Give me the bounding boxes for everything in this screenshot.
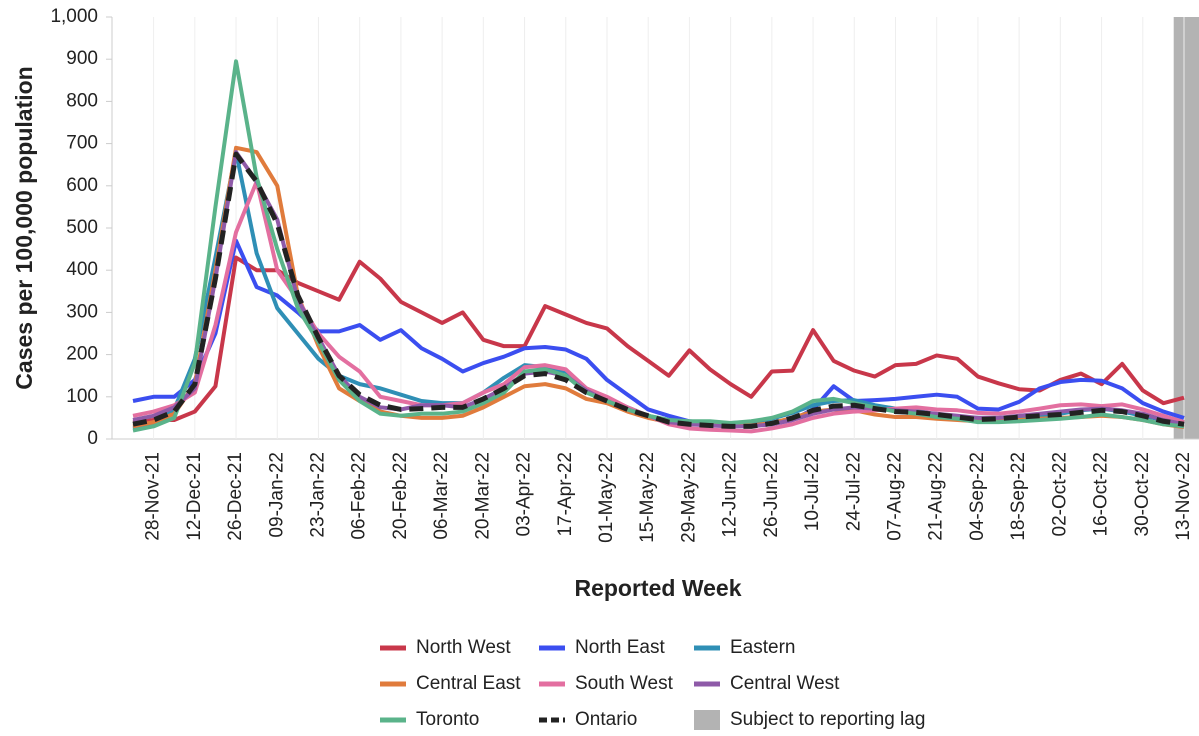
x-tick-label: 12-Dec-21 xyxy=(184,452,205,541)
x-tick-label: 24-Jul-22 xyxy=(843,452,864,531)
x-tick-label: 13-Nov-22 xyxy=(1173,452,1194,541)
x-tick-label: 20-Feb-22 xyxy=(390,452,411,540)
x-tick-label: 16-Oct-22 xyxy=(1091,452,1112,536)
reporting-lag-band xyxy=(1173,17,1199,439)
y-tick-label: 800 xyxy=(66,90,98,111)
x-tick-label: 09-Jan-22 xyxy=(266,452,287,538)
y-tick-label: 0 xyxy=(87,428,98,449)
x-tick-label: 03-Apr-22 xyxy=(514,452,535,537)
x-tick-label: 10-Jul-22 xyxy=(802,452,823,531)
y-axis-title: Cases per 100,000 population xyxy=(11,66,37,389)
legend-label: Eastern xyxy=(730,637,795,658)
y-tick-label: 500 xyxy=(66,217,98,238)
x-tick-label: 30-Oct-22 xyxy=(1132,452,1153,536)
y-tick-label: 900 xyxy=(66,48,98,69)
x-tick-label: 06-Mar-22 xyxy=(431,452,452,540)
series-line xyxy=(132,59,1185,433)
y-tick-label: 300 xyxy=(66,301,98,322)
y-tick-label: 100 xyxy=(66,386,98,407)
x-tick-label: 23-Jan-22 xyxy=(307,452,328,538)
y-tick-label: 200 xyxy=(66,344,98,365)
y-tick-label: 600 xyxy=(66,175,98,196)
y-tick-label: 400 xyxy=(66,259,98,280)
legend-label: North West xyxy=(416,637,511,658)
legend-label: Central West xyxy=(730,673,840,694)
x-axis-title: Reported Week xyxy=(574,575,741,601)
legend-label: Subject to reporting lag xyxy=(730,709,925,730)
legend-label: Toronto xyxy=(416,709,479,730)
x-tick-label: 21-Aug-22 xyxy=(926,452,947,541)
x-tick-label: 06-Feb-22 xyxy=(349,452,370,540)
x-tick-label: 18-Sep-22 xyxy=(1008,452,1029,541)
legend-swatch xyxy=(694,710,720,730)
x-tick-label: 17-Apr-22 xyxy=(555,452,576,537)
legend-label: South West xyxy=(575,673,674,694)
x-tick-label: 26-Dec-21 xyxy=(225,452,246,541)
legend-label: Ontario xyxy=(575,709,637,730)
x-tick-label: 28-Nov-21 xyxy=(143,452,164,541)
legend-label: North East xyxy=(575,637,665,658)
legend-label: Central East xyxy=(416,673,521,694)
x-tick-label: 07-Aug-22 xyxy=(885,452,906,541)
y-tick-label: 700 xyxy=(66,133,98,154)
series-line xyxy=(132,255,1185,425)
x-tick-label: 15-May-22 xyxy=(637,452,658,543)
x-tick-label: 02-Oct-22 xyxy=(1049,452,1070,536)
x-tick-label: 01-May-22 xyxy=(596,452,617,543)
y-tick-label: 1,000 xyxy=(50,6,98,27)
series-line xyxy=(132,151,1185,429)
x-tick-label: 20-Mar-22 xyxy=(472,452,493,540)
x-tick-label: 26-Jun-22 xyxy=(761,452,782,538)
x-tick-label: 29-May-22 xyxy=(678,452,699,543)
x-tick-label: 04-Sep-22 xyxy=(967,452,988,541)
x-tick-label: 12-Jun-22 xyxy=(720,452,741,538)
